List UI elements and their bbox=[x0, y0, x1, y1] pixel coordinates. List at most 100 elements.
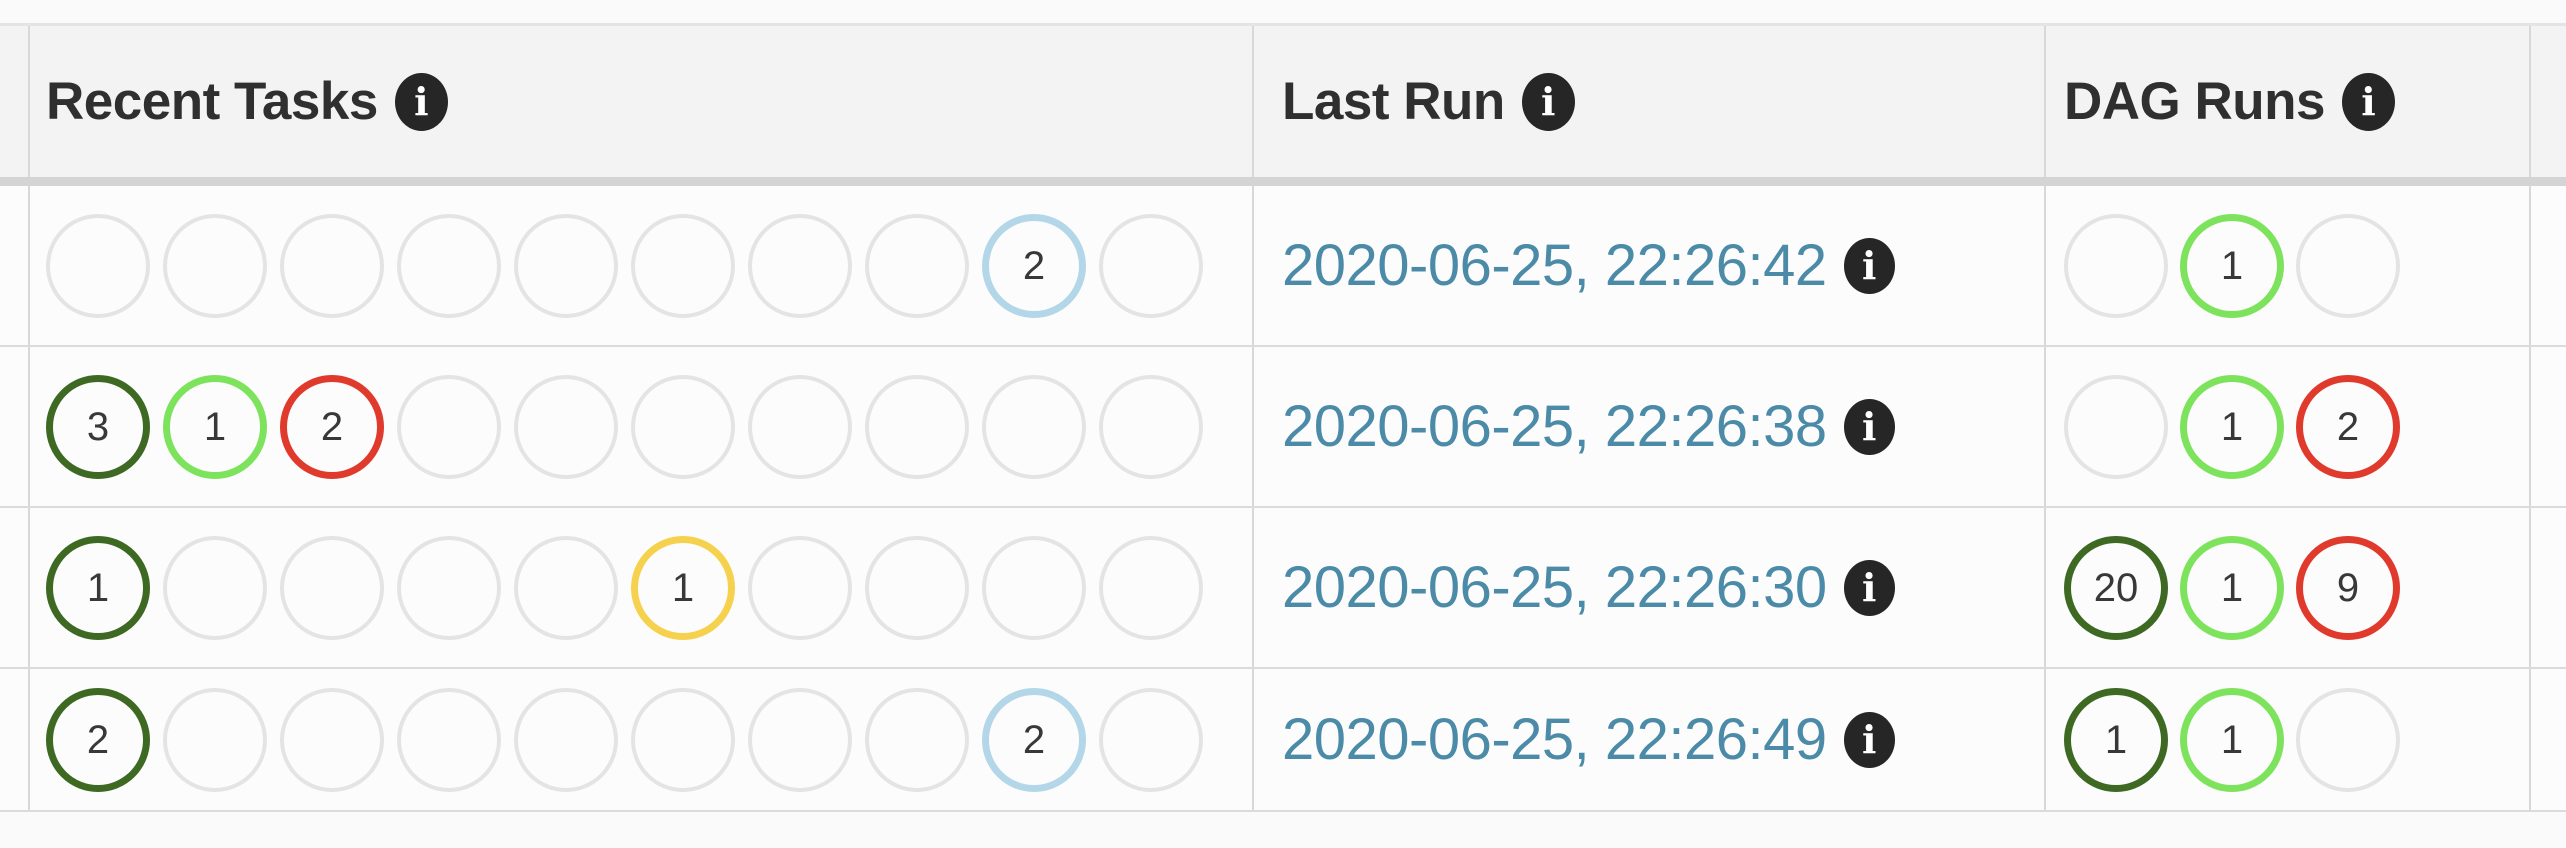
recent-task-count-circle-empty bbox=[748, 687, 852, 792]
info-icon-glyph: i bbox=[1861, 404, 1877, 449]
dag-run-count-circle[interactable]: 1 bbox=[2064, 687, 2168, 792]
info-icon-glyph: i bbox=[1861, 243, 1877, 288]
dag-run-count-circle[interactable]: 20 bbox=[2064, 535, 2168, 640]
recent-task-count-circle[interactable]: 1 bbox=[631, 535, 735, 640]
recent-task-count-circle-empty bbox=[514, 213, 618, 318]
recent-task-count-circle-empty bbox=[865, 535, 969, 640]
recent-tasks-header-cell: Recent Tasks i bbox=[28, 26, 1252, 177]
dag-runs-header-cell: DAG Runs i bbox=[2044, 26, 2529, 177]
table-header-row: Recent Tasks i Last Run i DAG Runs i bbox=[0, 26, 2566, 186]
info-icon-glyph: i bbox=[1541, 79, 1556, 124]
last-run-cell: 2020-06-25, 22:26:30 i bbox=[1252, 508, 2044, 667]
recent-task-count-circle[interactable]: 2 bbox=[46, 687, 150, 792]
recent-task-count-circle-empty bbox=[631, 213, 735, 318]
prev-column-stub bbox=[0, 186, 28, 345]
recent-task-count-circle-empty bbox=[514, 687, 618, 792]
info-icon: i bbox=[394, 72, 448, 131]
dag-row: 3 1 2 2020-06-25, 22:26:38 i 1 2 bbox=[0, 347, 2566, 508]
dag-run-count-circle[interactable]: 2 bbox=[2296, 374, 2400, 479]
recent-task-count-circle-empty bbox=[865, 213, 969, 318]
info-icon: i bbox=[1843, 237, 1895, 294]
recent-task-count-circle-empty bbox=[280, 535, 384, 640]
links-column-stub bbox=[2529, 347, 2566, 506]
info-icon-glyph: i bbox=[1861, 717, 1877, 762]
dag-runs-cell: 20 1 9 bbox=[2044, 508, 2529, 667]
recent-task-count-circle-empty bbox=[1099, 213, 1203, 318]
recent-task-count-circle-empty bbox=[631, 374, 735, 479]
last-run-link[interactable]: 2020-06-25, 22:26:42 bbox=[1282, 233, 1827, 298]
recent-task-count-circle-empty bbox=[397, 374, 501, 479]
dag-run-count-circle[interactable]: 1 bbox=[2180, 535, 2284, 640]
dag-run-count-circle[interactable]: 1 bbox=[2180, 374, 2284, 479]
recent-tasks-header-label: Recent Tasks bbox=[46, 72, 378, 131]
recent-task-count-circle-empty bbox=[280, 213, 384, 318]
last-run-link[interactable]: 2020-06-25, 22:26:49 bbox=[1282, 707, 1827, 772]
info-icon: i bbox=[2342, 72, 2395, 131]
recent-task-count-circle[interactable]: 2 bbox=[280, 374, 384, 479]
recent-task-count-circle[interactable]: 3 bbox=[46, 374, 150, 479]
table-body: 2 2020-06-25, 22:26:42 i 1 3 1 2 2020-06-25, 22… bbox=[0, 186, 2566, 812]
prev-column-stub bbox=[0, 508, 28, 667]
dag-run-count-circle[interactable]: 9 bbox=[2296, 535, 2400, 640]
links-column-stub bbox=[2529, 508, 2566, 667]
dag-run-count-circle-empty bbox=[2296, 213, 2400, 318]
dag-run-count-circle-empty bbox=[2296, 687, 2400, 792]
last-run-cell: 2020-06-25, 22:26:49 i bbox=[1252, 669, 2044, 810]
recent-task-count-circle[interactable]: 1 bbox=[46, 535, 150, 640]
dag-run-count-circle[interactable]: 1 bbox=[2180, 213, 2284, 318]
recent-tasks-cell: 2 bbox=[28, 186, 1252, 345]
recent-task-count-circle[interactable]: 2 bbox=[982, 213, 1086, 318]
recent-task-count-circle-empty bbox=[514, 374, 618, 479]
prev-column-stub bbox=[0, 669, 28, 810]
recent-task-count-circle-empty bbox=[163, 213, 267, 318]
recent-task-count-circle-empty bbox=[982, 535, 1086, 640]
recent-task-count-circle-empty bbox=[1099, 535, 1203, 640]
recent-task-count-circle-empty bbox=[46, 213, 150, 318]
info-icon-glyph: i bbox=[1861, 565, 1877, 610]
recent-task-count-circle-empty bbox=[865, 374, 969, 479]
links-column-stub bbox=[2529, 186, 2566, 345]
recent-task-count-circle-empty bbox=[748, 535, 852, 640]
dag-run-count-circle-empty bbox=[2064, 213, 2168, 318]
info-icon: i bbox=[1843, 711, 1895, 768]
recent-task-count-circle-empty bbox=[748, 374, 852, 479]
dag-runs-header-label: DAG Runs bbox=[2064, 72, 2326, 131]
recent-task-count-circle-empty bbox=[163, 535, 267, 640]
recent-task-count-circle-empty bbox=[280, 687, 384, 792]
dag-row: 2 2020-06-25, 22:26:42 i 1 bbox=[0, 186, 2566, 347]
dag-row: 1 1 2020-06-25, 22:26:30 i 20 1 9 bbox=[0, 508, 2566, 669]
recent-task-count-circle-empty bbox=[514, 535, 618, 640]
last-run-cell: 2020-06-25, 22:26:42 i bbox=[1252, 186, 2044, 345]
links-column-stub bbox=[2529, 26, 2566, 177]
dag-run-count-circle[interactable]: 1 bbox=[2180, 687, 2284, 792]
info-icon: i bbox=[1843, 398, 1895, 455]
recent-task-count-circle[interactable]: 1 bbox=[163, 374, 267, 479]
recent-task-count-circle-empty bbox=[1099, 687, 1203, 792]
recent-task-count-circle-empty bbox=[982, 374, 1086, 479]
info-icon-glyph: i bbox=[414, 79, 429, 124]
recent-task-count-circle-empty bbox=[865, 687, 969, 792]
last-run-link[interactable]: 2020-06-25, 22:26:30 bbox=[1282, 555, 1827, 620]
dag-runs-cell: 1 bbox=[2044, 186, 2529, 345]
prev-column-stub bbox=[0, 26, 28, 177]
last-run-header-cell: Last Run i bbox=[1252, 26, 2044, 177]
last-run-header-label: Last Run bbox=[1282, 72, 1505, 131]
dags-table: Recent Tasks i Last Run i DAG Runs i 2 20… bbox=[0, 23, 2566, 812]
last-run-link[interactable]: 2020-06-25, 22:26:38 bbox=[1282, 394, 1827, 459]
recent-task-count-circle-empty bbox=[1099, 374, 1203, 479]
recent-task-count-circle[interactable]: 2 bbox=[982, 687, 1086, 792]
info-icon: i bbox=[1843, 559, 1895, 616]
dag-run-count-circle-empty bbox=[2064, 374, 2168, 479]
info-icon: i bbox=[1521, 72, 1575, 131]
recent-task-count-circle-empty bbox=[397, 535, 501, 640]
recent-task-count-circle-empty bbox=[397, 213, 501, 318]
info-icon-glyph: i bbox=[2361, 79, 2376, 124]
links-column-stub bbox=[2529, 669, 2566, 810]
recent-task-count-circle-empty bbox=[631, 687, 735, 792]
